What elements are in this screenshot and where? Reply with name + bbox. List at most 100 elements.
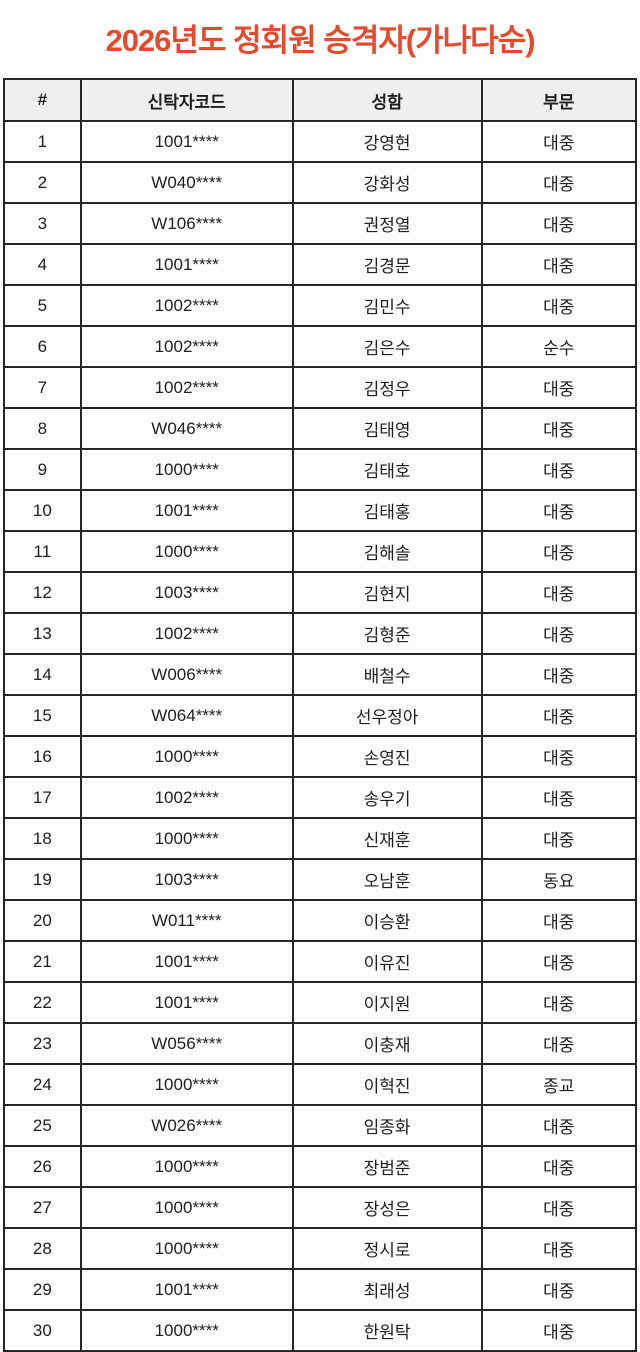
trustee-code-cell: 1000**** [79,1145,294,1188]
row-number-cell: 11 [3,530,82,573]
category-cell: 대중 [480,694,637,737]
row-number-cell: 28 [3,1227,82,1270]
row-number-cell: 4 [3,243,82,286]
table-row: 19 1003**** 오남훈 동요 [3,858,637,901]
row-number-cell: 18 [3,817,82,860]
name-cell: 김은수 [291,325,483,368]
trustee-code-cell: 1003**** [79,858,294,901]
row-number-cell: 13 [3,612,82,655]
page-title: 2026년도 정회원 승격자(가나다순) [105,23,535,58]
table-row: 2 W040**** 강화성 대중 [3,161,637,204]
category-cell: 순수 [480,325,637,368]
trustee-code-cell: W046**** [79,407,294,450]
name-cell: 최래성 [291,1268,483,1311]
row-number-cell: 16 [3,735,82,778]
category-cell: 대중 [480,448,637,491]
name-cell: 이지원 [291,981,483,1024]
table-row: 23 W056**** 이충재 대중 [3,1022,637,1065]
category-cell: 대중 [480,899,637,942]
trustee-code-cell: 1000**** [79,1309,294,1352]
table-row: 12 1003**** 김현지 대중 [3,571,637,614]
row-number-cell: 5 [3,284,82,327]
name-cell: 권정열 [291,202,483,245]
trustee-code-cell: 1001**** [79,489,294,532]
trustee-code-cell: W040**** [79,161,294,204]
table-row: 27 1000**** 장성은 대중 [3,1186,637,1229]
category-cell: 대중 [480,407,637,450]
trustee-code-cell: W106**** [79,202,294,245]
category-cell: 대중 [480,653,637,696]
row-number-cell: 10 [3,489,82,532]
category-cell: 대중 [480,1186,637,1229]
name-cell: 강화성 [291,161,483,204]
category-cell: 대중 [480,735,637,778]
name-cell: 장범준 [291,1145,483,1188]
trustee-code-cell: 1002**** [79,284,294,327]
row-number-cell: 1 [3,120,82,163]
table-row: 8 W046**** 김태영 대중 [3,407,637,450]
trustee-code-cell: W026**** [79,1104,294,1147]
name-cell: 강영현 [291,120,483,163]
trustee-code-cell: 1003**** [79,571,294,614]
header-name: 성함 [291,78,483,122]
category-cell: 대중 [480,776,637,819]
table-header: # 신탁자코드 성함 부문 [3,78,637,122]
row-number-cell: 21 [3,940,82,983]
table-row: 14 W006**** 배철수 대중 [3,653,637,696]
trustee-code-cell: W011**** [79,899,294,942]
trustee-code-cell: 1002**** [79,612,294,655]
table-row: 10 1001**** 김태홍 대중 [3,489,637,532]
category-cell: 대중 [480,366,637,409]
name-cell: 손영진 [291,735,483,778]
trustee-code-cell: 1001**** [79,243,294,286]
category-cell: 대중 [480,161,637,204]
category-cell: 대중 [480,571,637,614]
name-cell: 김해솔 [291,530,483,573]
row-number-cell: 9 [3,448,82,491]
name-cell: 김형준 [291,612,483,655]
table-row: 29 1001**** 최래성 대중 [3,1268,637,1311]
name-cell: 김태홍 [291,489,483,532]
trustee-code-cell: 1001**** [79,1268,294,1311]
table-row: 21 1001**** 이유진 대중 [3,940,637,983]
name-cell: 김정우 [291,366,483,409]
row-number-cell: 14 [3,653,82,696]
trustee-code-cell: 1002**** [79,366,294,409]
category-cell: 대중 [480,817,637,860]
name-cell: 김태영 [291,407,483,450]
table-row: 17 1002**** 송우기 대중 [3,776,637,819]
promotion-table: # 신탁자코드 성함 부문 1 1001**** 강영현 대중 2 W040**** 강화성… [3,78,637,1352]
table-row: 26 1000**** 장범준 대중 [3,1145,637,1188]
trustee-code-cell: 1001**** [79,981,294,1024]
table-row: 28 1000**** 정시로 대중 [3,1227,637,1270]
name-cell: 김현지 [291,571,483,614]
category-cell: 대중 [480,202,637,245]
name-cell: 한원탁 [291,1309,483,1352]
trustee-code-cell: 1000**** [79,1227,294,1270]
category-cell: 동요 [480,858,637,901]
table-row: 11 1000**** 김해솔 대중 [3,530,637,573]
name-cell: 배철수 [291,653,483,696]
name-cell: 김민수 [291,284,483,327]
name-cell: 오남훈 [291,858,483,901]
table-row: 9 1000**** 김태호 대중 [3,448,637,491]
row-number-cell: 20 [3,899,82,942]
table-row: 7 1002**** 김정우 대중 [3,366,637,409]
row-number-cell: 27 [3,1186,82,1229]
name-cell: 임종화 [291,1104,483,1147]
name-cell: 이승환 [291,899,483,942]
table-row: 30 1000**** 한원탁 대중 [3,1309,637,1352]
row-number-cell: 7 [3,366,82,409]
header-number: # [3,78,82,122]
trustee-code-cell: 1000**** [79,448,294,491]
name-cell: 송우기 [291,776,483,819]
trustee-code-cell: 1001**** [79,940,294,983]
table-row: 13 1002**** 김형준 대중 [3,612,637,655]
name-cell: 이유진 [291,940,483,983]
trustee-code-cell: W006**** [79,653,294,696]
trustee-code-cell: 1000**** [79,735,294,778]
row-number-cell: 15 [3,694,82,737]
table-row: 4 1001**** 김경문 대중 [3,243,637,286]
category-cell: 대중 [480,1309,637,1352]
